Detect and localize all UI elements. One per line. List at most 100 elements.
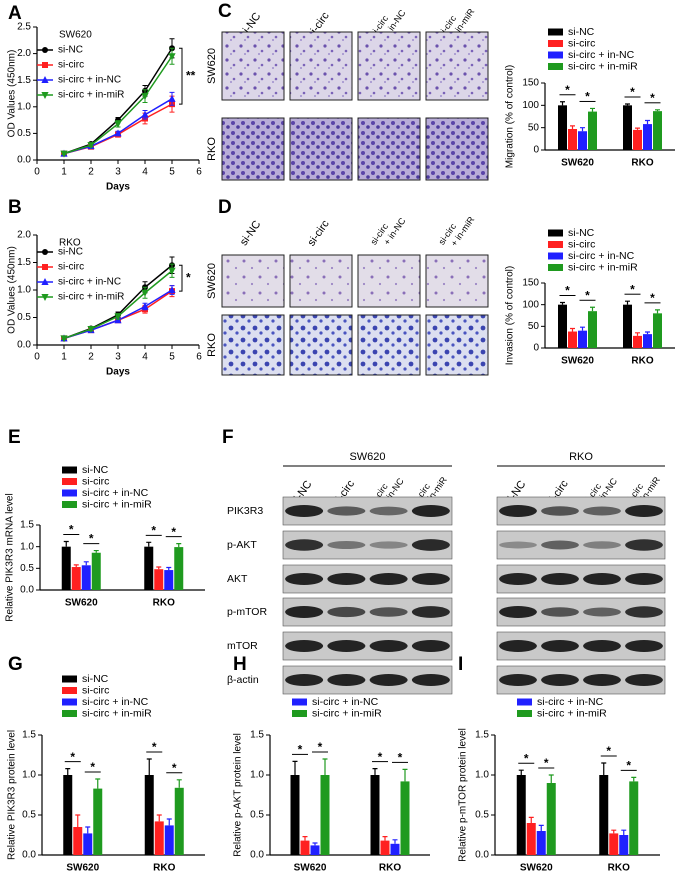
marker bbox=[42, 47, 48, 53]
legend-label: si-NC bbox=[568, 26, 595, 38]
error-bar bbox=[570, 327, 575, 332]
error-bar bbox=[518, 769, 524, 775]
error-bar bbox=[302, 836, 308, 841]
blot-band bbox=[285, 674, 324, 686]
error-bar bbox=[625, 300, 630, 305]
error-bar bbox=[570, 125, 575, 130]
significance-label: * bbox=[69, 523, 74, 537]
y-tick-label: 0.5 bbox=[20, 563, 34, 574]
legend-swatch bbox=[548, 264, 563, 271]
blot-band bbox=[541, 540, 579, 550]
significance-label: * bbox=[585, 288, 590, 302]
blot-band bbox=[411, 573, 450, 585]
micrograph bbox=[425, 314, 489, 376]
legend-swatch bbox=[62, 687, 77, 694]
legend-label: si-circ + in-miR bbox=[568, 60, 638, 72]
marker bbox=[60, 335, 68, 343]
y-axis-label: Relative p-AKT protein level bbox=[233, 733, 244, 857]
blot-band bbox=[285, 505, 324, 517]
bar bbox=[516, 775, 526, 855]
y-tick-label: 0.0 bbox=[475, 850, 489, 861]
x-tick-label: 3 bbox=[115, 352, 121, 363]
significance-label: * bbox=[650, 91, 655, 105]
blot-band bbox=[411, 539, 450, 551]
blot-band bbox=[499, 573, 537, 585]
micrograph bbox=[289, 254, 353, 308]
y-axis-label: OD Values (450nm) bbox=[7, 50, 18, 138]
legend-label: si-circ + in-miR bbox=[82, 498, 152, 510]
blot-row-label: p-mTOR bbox=[227, 606, 267, 618]
blot-band bbox=[327, 640, 366, 652]
significance-label: * bbox=[171, 525, 176, 539]
blot-band bbox=[285, 640, 324, 652]
column-label: si-NC bbox=[238, 218, 264, 247]
x-tick-label: 1 bbox=[61, 167, 67, 178]
significance-label: * bbox=[585, 90, 590, 104]
legend-label: si-circ + in-NC bbox=[58, 277, 121, 288]
bar bbox=[174, 787, 184, 855]
column-label-line: si-circ bbox=[305, 218, 332, 249]
error-bar bbox=[402, 768, 408, 782]
error-bar bbox=[166, 566, 172, 571]
x-axis-label: Days bbox=[106, 367, 130, 378]
legend-label: si-circ + in-NC bbox=[58, 75, 121, 86]
legend-label: si-circ + in-miR bbox=[82, 707, 152, 719]
error-bar bbox=[580, 127, 585, 132]
bar bbox=[164, 570, 174, 590]
bar bbox=[568, 331, 577, 348]
y-tick-label: 150 bbox=[522, 278, 539, 289]
marker bbox=[168, 267, 176, 275]
error-bar bbox=[655, 309, 660, 314]
blot-band bbox=[327, 506, 366, 516]
legend-swatch bbox=[62, 675, 77, 683]
error-bar bbox=[625, 103, 630, 106]
legend-label: si-circ + in-miR bbox=[537, 707, 607, 719]
y-tick-label: 0.5 bbox=[475, 810, 489, 821]
bar bbox=[290, 775, 300, 855]
legend-label: si-NC bbox=[82, 464, 109, 476]
micrograph bbox=[221, 254, 285, 308]
error-bar bbox=[635, 332, 640, 336]
row-label: RKO bbox=[206, 333, 218, 357]
error-bar bbox=[292, 760, 298, 775]
error-bar bbox=[73, 564, 79, 568]
significance-label: * bbox=[151, 524, 156, 538]
panel-letter: F bbox=[222, 427, 234, 448]
column-label: si-circ bbox=[305, 218, 332, 249]
bar bbox=[623, 105, 632, 150]
significance-label: * bbox=[298, 743, 303, 757]
row-label: RKO bbox=[206, 137, 218, 161]
blot-band bbox=[583, 506, 621, 516]
blot-band bbox=[369, 607, 408, 617]
category-label: SW620 bbox=[561, 356, 594, 367]
blot-row-label: AKT bbox=[227, 573, 248, 585]
legend-label: si-circ + in-miR bbox=[312, 707, 382, 719]
legend-label: si-circ bbox=[82, 475, 109, 487]
category-label: SW620 bbox=[65, 598, 98, 609]
blot-band bbox=[583, 541, 621, 549]
bar bbox=[174, 547, 184, 590]
bar bbox=[619, 835, 629, 855]
error-bar bbox=[560, 101, 565, 106]
bar bbox=[633, 129, 642, 150]
blot-band bbox=[583, 607, 621, 617]
x-tick-label: 4 bbox=[142, 352, 148, 363]
bar bbox=[154, 569, 164, 590]
error-bar bbox=[590, 107, 595, 112]
y-tick-label: 0 bbox=[533, 145, 539, 156]
marker bbox=[41, 278, 49, 285]
bar bbox=[558, 304, 567, 348]
bar bbox=[633, 335, 642, 348]
significance-label: * bbox=[186, 270, 191, 284]
bar bbox=[568, 129, 577, 150]
blot-row-label: mTOR bbox=[227, 640, 258, 652]
bar bbox=[588, 111, 597, 150]
significance-label: * bbox=[378, 750, 383, 764]
y-tick-label: 50 bbox=[528, 321, 540, 332]
row-label: SW620 bbox=[206, 48, 218, 84]
x-tick-label: 3 bbox=[115, 167, 121, 178]
blot-band bbox=[625, 573, 663, 585]
marker bbox=[60, 150, 68, 158]
legend-label: si-circ + in-NC bbox=[568, 250, 635, 262]
x-tick-label: 1 bbox=[61, 352, 67, 363]
